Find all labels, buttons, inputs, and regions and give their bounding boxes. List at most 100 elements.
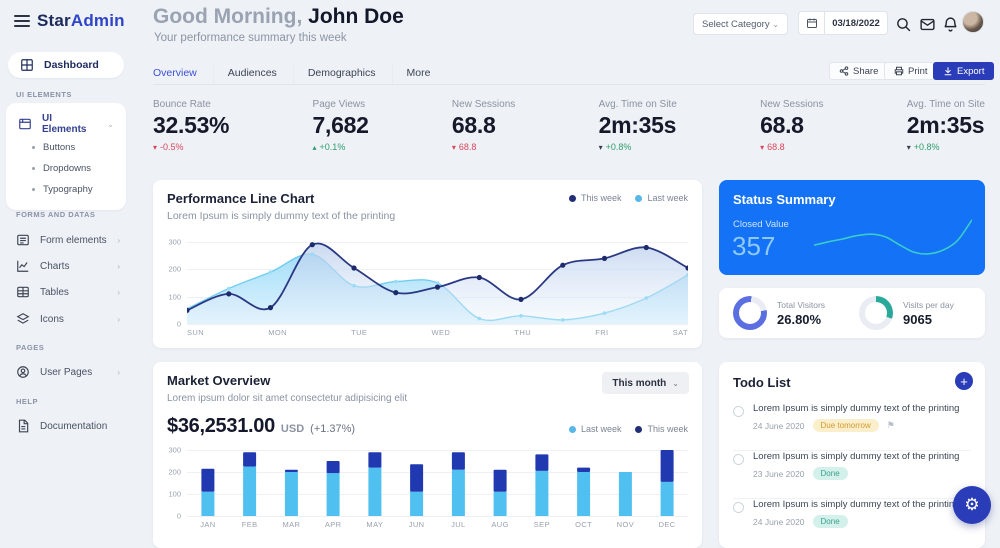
legend-dot-icon (568, 195, 576, 202)
gear-icon: ⚙ (964, 495, 980, 514)
market-amount: $36,2531.00 (167, 415, 275, 437)
todo-text: Lorem Ipsum is simply dummy text of the … (753, 499, 960, 510)
chart-legend: Last week This week (568, 424, 688, 434)
todo-list-card: Todo List + Lorem Ipsum is simply dummy … (719, 362, 985, 548)
y-axis-labels: 300 200 100 0 (168, 445, 181, 521)
calendar-icon[interactable] (798, 11, 824, 35)
tables-icon (16, 285, 30, 299)
todo-checkbox[interactable] (733, 502, 744, 513)
sparkline-svg (814, 219, 972, 255)
trend-down-icon: ▾ (598, 142, 603, 152)
visitors-stats-card: Total Visitors 26.80% Visits per day 906… (719, 288, 985, 338)
legend-dot-icon (568, 426, 576, 433)
done-badge: Done (812, 515, 848, 528)
stat-label: Avg. Time on Site (906, 99, 985, 110)
user-avatar[interactable] (962, 11, 984, 33)
section-help: HELP (16, 397, 39, 406)
todo-checkbox[interactable] (733, 454, 744, 465)
sidebar-item-dashboard[interactable]: Dashboard (8, 52, 124, 78)
todo-item: Lorem Ipsum is simply dummy text of the … (733, 451, 971, 498)
bar-chart-plot (187, 450, 688, 517)
stat-delta: 68.8 (458, 142, 477, 152)
flag-icon[interactable]: ⚑ (886, 420, 895, 430)
stat-value: 2m:35s (598, 112, 677, 138)
page-subtitle: Your performance summary this week (154, 32, 347, 44)
share-icon (839, 66, 849, 76)
tab-more[interactable]: More (406, 67, 431, 79)
share-button[interactable]: Share (829, 62, 889, 80)
legend-last-week: Last week (568, 424, 621, 434)
bullet-icon (32, 146, 35, 149)
bar-chart-svg (201, 450, 674, 516)
sidebar-item-typography[interactable]: Typography (6, 179, 126, 200)
dashboard-label: Dashboard (44, 59, 99, 71)
card-title: Performance Line Chart (167, 191, 315, 206)
tab-audiences[interactable]: Audiences (228, 64, 294, 84)
x-axis-labels: SUN MON TUE WED THU FRI SAT (187, 328, 688, 337)
stat-bounce-rate: Bounce Rate 32.53% ▾ -0.5% (153, 99, 230, 152)
stat-delta: -0.5% (160, 142, 184, 152)
documentation-label: Documentation (40, 420, 108, 432)
layers-icon (16, 312, 30, 326)
legend-this-week: This week (568, 193, 621, 203)
stat-avg-time-2: Avg. Time on Site 2m:35s ▾ +0.8% (907, 99, 985, 152)
stat-value: 7,682 (312, 112, 369, 138)
sidebar-item-ui-elements[interactable]: UI Elements ⌄ (6, 111, 126, 137)
stat-new-sessions: New Sessions 68.8 ▾ 68.8 (452, 99, 515, 152)
download-icon (943, 66, 953, 76)
add-todo-button[interactable]: + (955, 372, 973, 390)
charts-label: Charts (40, 260, 70, 272)
stat-delta: 68.8 (767, 142, 785, 152)
printer-icon (894, 66, 904, 76)
stat-label: New Sessions (451, 99, 516, 110)
stat-delta: +0.8% (913, 142, 940, 152)
search-icon[interactable] (895, 16, 912, 33)
logo-star: Star (37, 11, 71, 30)
sidebar-item-form-elements[interactable]: Form elements › (4, 227, 132, 253)
app-logo: StarAdmin (37, 11, 125, 31)
tab-bar: Overview Audiences Demographics More (153, 64, 985, 85)
sidebar-item-icons[interactable]: Icons › (4, 306, 132, 332)
user-icon (16, 365, 30, 379)
card-title: Todo List (733, 375, 791, 390)
visits-per-day-value: 9065 (903, 311, 932, 327)
tab-overview[interactable]: Overview (153, 64, 214, 84)
stat-value: 68.8 (760, 112, 804, 138)
icons-label: Icons (40, 313, 64, 325)
greeting-text: Good Morning, (153, 5, 303, 28)
settings-fab[interactable]: ⚙ (953, 486, 991, 524)
stat-avg-time: Avg. Time on Site 2m:35s ▾ +0.8% (599, 99, 677, 152)
sidebar-item-dropdowns[interactable]: Dropdowns (6, 158, 126, 179)
sidebar-item-buttons[interactable]: Buttons (6, 137, 126, 158)
visits-per-day-label: Visits per day (903, 299, 954, 310)
chevron-right-icon: › (117, 314, 120, 324)
visits-per-day-donut (859, 296, 893, 330)
date-input[interactable]: 03/18/2022 (824, 11, 888, 35)
date-picker[interactable]: 03/18/2022 (798, 11, 888, 35)
chevron-right-icon: › (117, 287, 120, 297)
buttons-label: Buttons (43, 142, 76, 153)
share-label: Share (853, 65, 879, 77)
todo-text: Lorem Ipsum is simply dummy text of the … (753, 403, 960, 414)
todo-date: 24 June 2020 (753, 516, 805, 527)
menu-icon[interactable] (14, 15, 30, 27)
card-title: Status Summary (733, 192, 836, 207)
todo-checkbox[interactable] (733, 406, 744, 417)
bell-icon[interactable] (942, 16, 959, 33)
performance-line-chart-card: Performance Line Chart This week Last we… (153, 180, 702, 348)
sidebar-item-documentation[interactable]: Documentation (4, 413, 132, 439)
export-button[interactable]: Export (933, 62, 995, 80)
trend-down-icon: ▾ (153, 142, 158, 152)
stat-value: 68.8 (451, 112, 496, 138)
card-subtitle: Lorem ipsum dolor sit amet consectetur a… (167, 393, 408, 404)
done-badge: Done (812, 467, 848, 480)
sidebar-item-charts[interactable]: Charts › (4, 253, 132, 279)
dashboard-grid-icon (20, 58, 34, 72)
period-select[interactable]: This month ⌄ (602, 372, 689, 394)
line-chart-svg (187, 242, 688, 324)
tab-demographics[interactable]: Demographics (308, 64, 393, 84)
sidebar-item-user-pages[interactable]: User Pages › (4, 359, 132, 385)
mail-icon[interactable] (919, 16, 936, 33)
sidebar-item-tables[interactable]: Tables › (4, 279, 132, 305)
category-select[interactable]: Select Category ⌄ (693, 13, 788, 35)
